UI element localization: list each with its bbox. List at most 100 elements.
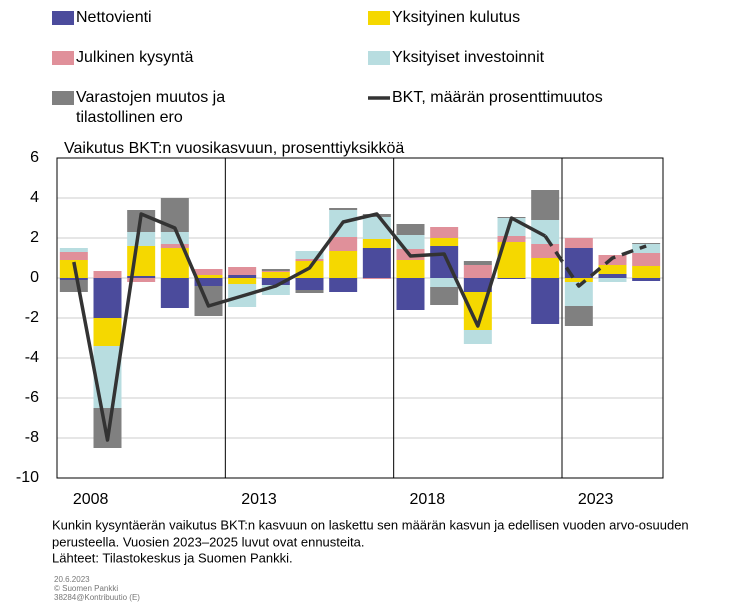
gdp-line [72, 212, 546, 442]
bar-segment [127, 278, 156, 282]
bar-segment [329, 251, 358, 278]
bar-segment [329, 208, 358, 210]
bar-segment [632, 243, 661, 244]
bar-segment [531, 278, 560, 324]
bar-segment [632, 244, 661, 253]
y-tick-label: -8 [25, 429, 39, 446]
bar-segment [295, 290, 324, 293]
bar-segment [396, 278, 425, 310]
bar-segment [598, 265, 627, 274]
bar-segment [160, 244, 189, 248]
bar-segment [632, 278, 661, 281]
legend-label: Yksityinen kulutus [392, 9, 520, 26]
y-tick-label: 6 [30, 149, 39, 166]
y-tick-label: 4 [30, 189, 39, 206]
bar-segment [93, 408, 122, 448]
legend-label-line: tilastollinen ero [76, 109, 183, 126]
bar-segment [228, 278, 257, 284]
legend-swatch [52, 51, 74, 65]
y-tick-label: -2 [25, 309, 39, 326]
y-tick-label: 0 [30, 269, 39, 286]
bar-segment [396, 260, 425, 278]
bar-segment [295, 251, 324, 259]
bar-segment [93, 271, 122, 278]
x-tick-label: 2008 [73, 491, 109, 508]
bar-segment [430, 227, 459, 238]
bar-segment [564, 238, 593, 248]
bar-segment [430, 287, 459, 305]
bar-segment [194, 275, 223, 278]
bar-segment [261, 285, 290, 295]
bar-segment [632, 253, 661, 266]
bar-segment [632, 266, 661, 278]
bar-segment [228, 275, 257, 278]
legend-label: Yksityiset investoinnit [392, 49, 545, 66]
y-tick-label: -4 [25, 349, 39, 366]
legend-label: BKT, määrän prosenttimuutos [392, 89, 603, 106]
y-tick-label: 2 [30, 229, 39, 246]
bar-segment [261, 271, 290, 272]
y-tick-label: -6 [25, 389, 39, 406]
bar-segment [598, 274, 627, 278]
bar-segment [531, 258, 560, 278]
bar-segment [463, 265, 492, 278]
bar-segment [194, 286, 223, 316]
bar-segment [295, 278, 324, 290]
bar-segment [497, 278, 526, 279]
note: Kunkin kysyntäerän vaikutus BKT:n kasvuu… [52, 517, 689, 532]
bar-segment [93, 278, 122, 318]
bar-segment [93, 318, 122, 346]
x-tick-label: 2018 [410, 491, 446, 508]
bar-segment [362, 248, 391, 278]
bar-segment [362, 239, 391, 248]
bar-segment [362, 278, 391, 279]
bar-segment [261, 269, 290, 271]
gdp-line [543, 235, 647, 288]
note: perusteella. Vuosien 2023–2025 luvut ova… [52, 534, 364, 549]
bar-segment [127, 276, 156, 278]
bar-segment [396, 224, 425, 235]
bar-segment [598, 278, 627, 282]
bar-segment [430, 278, 459, 287]
bar-segment [329, 237, 358, 251]
bar-segment [329, 278, 358, 292]
bar-segment [59, 252, 88, 260]
plot-frame [56, 157, 664, 479]
legend-swatch [52, 11, 74, 25]
bar-segment [228, 267, 257, 275]
bar-segment [564, 306, 593, 326]
bar-segment [59, 280, 88, 292]
footer: 20.6.2023 [54, 575, 90, 584]
x-tick-label: 2023 [578, 491, 614, 508]
bar-segment [463, 330, 492, 344]
bar-segment [127, 232, 156, 246]
footer: 38284@Kontribuutio (E) [54, 593, 140, 602]
bar-segment [194, 269, 223, 275]
bar-segment [463, 261, 492, 265]
bar-segment [194, 278, 223, 286]
note: Lähteet: Tilastokeskus ja Suomen Pankki. [52, 550, 293, 565]
bar-segment [160, 232, 189, 244]
bar-segment [59, 248, 88, 252]
bar-segment [531, 190, 560, 220]
legend-label: Julkinen kysyntä [76, 49, 193, 66]
legend-label-line: Varastojen muutos ja [76, 89, 225, 106]
y-axis-label: Vaikutus BKT:n vuosikasvuun, prosenttiyk… [64, 140, 404, 157]
legend-swatch [368, 51, 390, 65]
x-tick-label: 2013 [241, 491, 277, 508]
legend-label: Nettovienti [76, 9, 152, 26]
footer: © Suomen Pankki [54, 584, 118, 593]
bar-segment [564, 278, 593, 282]
bar-segment [295, 259, 324, 261]
bar-segment [261, 272, 290, 278]
bar-segment [497, 236, 526, 242]
legend-swatch [368, 11, 390, 25]
bar-segment [463, 278, 492, 292]
legend-label: Varastojen muutos ja tilastollinen ero [76, 89, 225, 126]
y-tick-label: -10 [16, 469, 39, 486]
legend-swatch [52, 91, 74, 105]
bar-segment [59, 278, 88, 280]
bar-segment [430, 238, 459, 246]
bar-segment [160, 278, 189, 308]
